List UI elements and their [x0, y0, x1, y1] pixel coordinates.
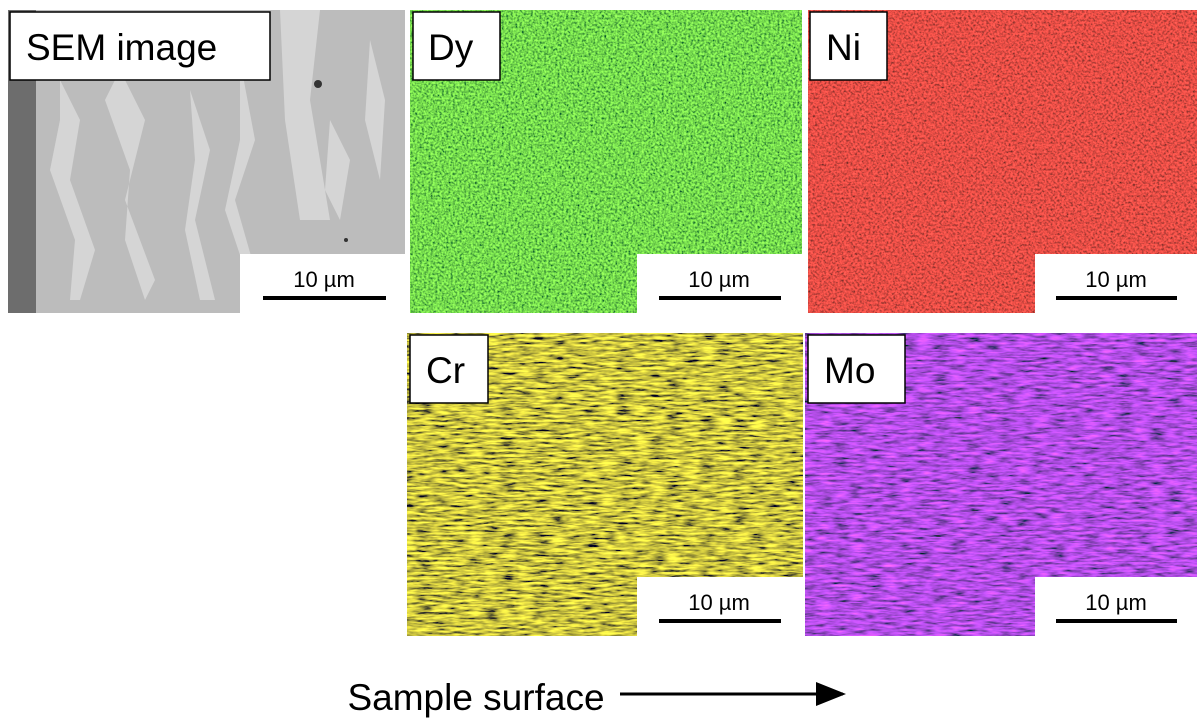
scale-text: 10 µm	[688, 267, 750, 292]
scale-text: 10 µm	[293, 267, 355, 292]
page: {"panels": [ {"label": "SEM image", "sca…	[0, 0, 1197, 722]
scale-bar: 10 µm	[1035, 254, 1197, 313]
caption: Sample surface	[347, 677, 604, 718]
scale-text: 10 µm	[688, 590, 750, 615]
panel-label: Cr	[426, 350, 465, 391]
scale-bar: 10 µm	[240, 254, 405, 313]
scale-text: 10 µm	[1085, 267, 1147, 292]
figure: SEM image Dy Ni Cr Mo 10 µm 10 µm 10 µm …	[0, 0, 1197, 722]
panel-label: Mo	[824, 350, 875, 391]
scale-bar: 10 µm	[1035, 577, 1197, 636]
panel-label: SEM image	[26, 27, 217, 68]
panel-label: Ni	[826, 27, 861, 68]
scale-bar: 10 µm	[637, 254, 802, 313]
scale-bar: 10 µm	[637, 577, 803, 636]
panel-label: Dy	[428, 27, 474, 68]
scale-text: 10 µm	[1085, 590, 1147, 615]
